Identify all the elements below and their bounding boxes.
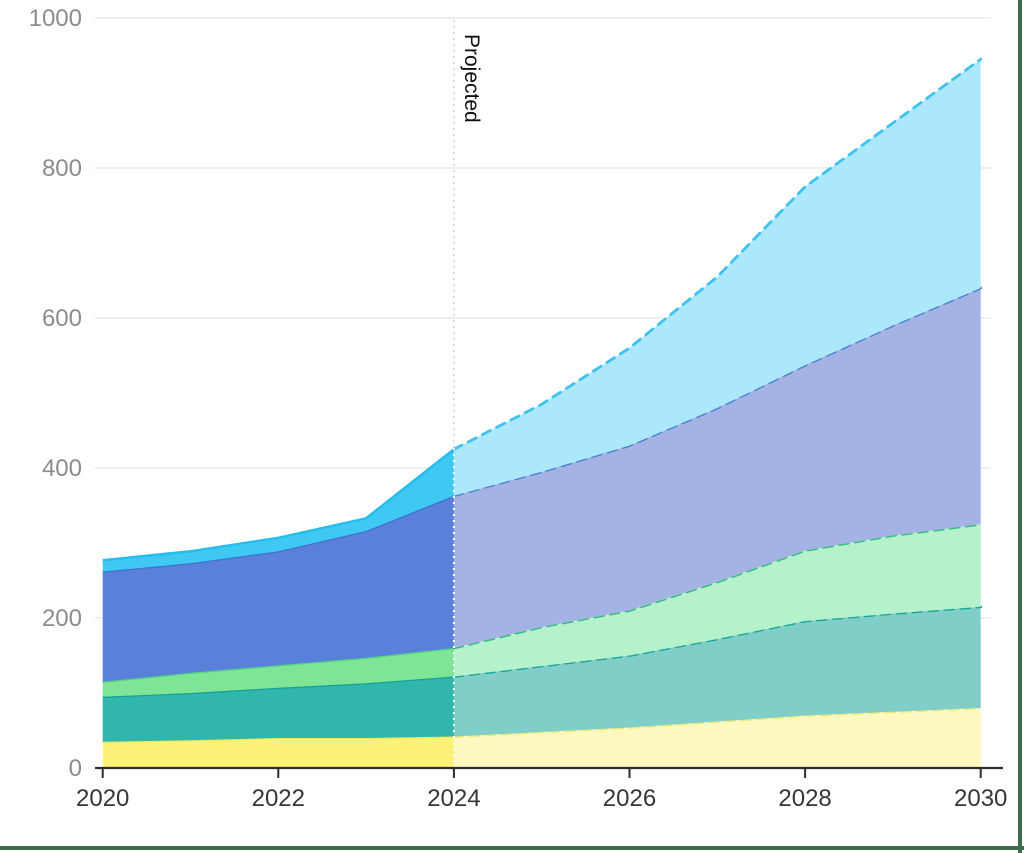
x-tick-label: 2026 <box>603 785 656 812</box>
edge-cyan-band-projected <box>452 57 983 451</box>
y-tick-label: 1000 <box>29 5 82 32</box>
frame-border-bottom <box>0 846 1024 850</box>
frame-border-right <box>1018 0 1022 853</box>
projected-label: Projected <box>460 34 483 123</box>
y-tick-label: 800 <box>42 155 82 182</box>
area-teal-band-historical <box>102 676 454 742</box>
y-tick-label: 400 <box>42 455 82 482</box>
x-tick-label: 2022 <box>252 785 305 812</box>
x-tick-label: 2020 <box>76 785 129 812</box>
y-tick-label: 600 <box>42 305 82 332</box>
x-tick-label: 2024 <box>427 785 480 812</box>
x-tick-label: 2028 <box>778 785 831 812</box>
area-blue-band-projected <box>453 288 981 648</box>
x-tick-label: 2030 <box>954 785 1007 812</box>
area-green-band-projected <box>453 524 981 677</box>
area-teal-band-projected <box>453 606 981 737</box>
y-tick-label: 200 <box>42 605 82 632</box>
area-green-band-historical <box>102 648 454 697</box>
y-tick-label: 0 <box>69 755 82 782</box>
area-blue-band-historical <box>102 495 454 682</box>
edge-cyan-band-historical <box>102 448 455 562</box>
area-yellow-band-projected <box>453 708 981 768</box>
area-cyan-band-projected <box>453 59 981 496</box>
area-yellow-band-historical <box>102 736 454 768</box>
area-cyan-band-historical <box>102 449 454 572</box>
